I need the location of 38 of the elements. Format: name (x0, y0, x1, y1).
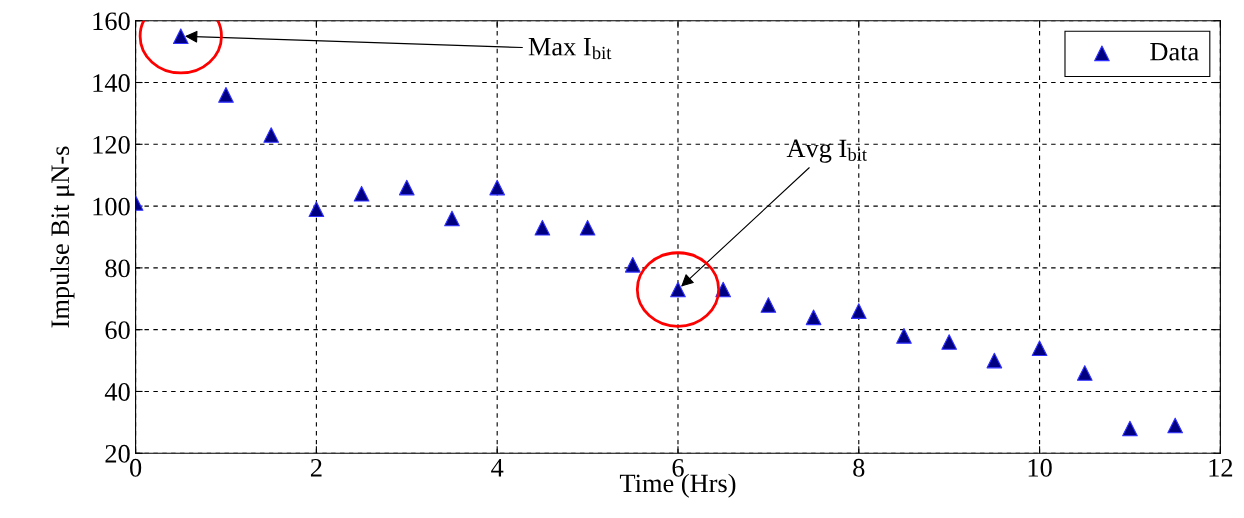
point (1122, 420, 1138, 437)
y-tick-label: 160 (93, 12, 130, 31)
y-tick-label: 140 (93, 74, 130, 92)
point (760, 297, 777, 313)
y-tick-label: 80 (105, 259, 130, 278)
point (398, 179, 415, 196)
x-tick-label: 8 (853, 458, 865, 477)
point (850, 303, 867, 319)
y-tick-label: 40 (104, 383, 130, 401)
point (1167, 417, 1184, 434)
point (353, 185, 370, 202)
legend-label: Data (1150, 43, 1199, 61)
y-tick-label: 100 (93, 197, 130, 216)
point (308, 201, 325, 218)
point (263, 127, 280, 143)
point (534, 219, 551, 236)
y-tick-label: 60 (105, 321, 130, 340)
point (805, 309, 822, 326)
point (1076, 365, 1093, 381)
point (896, 328, 912, 344)
x-tick-label: 12 (1209, 458, 1233, 477)
y-axis-title: Impulse Bit μN-s (50, 146, 75, 328)
point (218, 87, 234, 103)
point (489, 179, 506, 196)
x-tick-label: 10 (1028, 458, 1052, 477)
point (579, 219, 596, 236)
y-tick-label: 20 (105, 444, 130, 463)
point (1031, 340, 1048, 357)
point (941, 334, 958, 350)
x-tick-label: 2 (310, 458, 322, 477)
point (986, 352, 1003, 369)
point (444, 210, 460, 227)
y-tick-label: 120 (93, 135, 130, 154)
point (624, 256, 641, 273)
annotation: Max I$_{bit}$ (528, 38, 612, 60)
annotation: Avg I$_{bit}$ (786, 139, 867, 163)
x-tick-label: 4 (491, 459, 504, 477)
x-tick-label: 0 (130, 458, 142, 477)
